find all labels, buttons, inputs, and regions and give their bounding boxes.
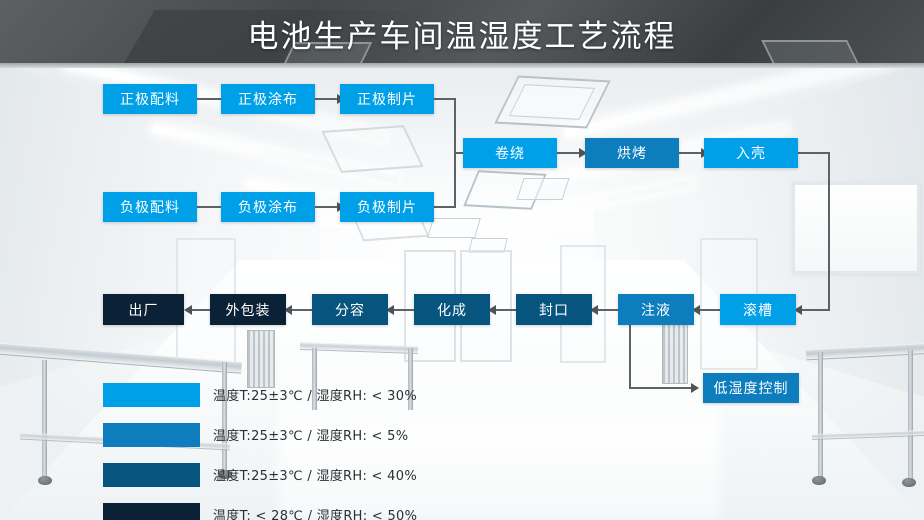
page-title: 电池生产车间温湿度工艺流程 (247, 19, 677, 55)
legend-swatch-dark-blue (103, 463, 200, 487)
title-bar: 电池生产车间温湿度工艺流程 (0, 0, 924, 68)
legend-label: 温度T:25±3℃ / 湿度RH: < 40% (213, 469, 417, 484)
node-electrolyte-filling[interactable]: 注液 (618, 294, 694, 325)
legend-label: 温度T:25±3℃ / 湿度RH: < 30% (213, 389, 417, 404)
node-outer-packaging[interactable]: 外包装 (210, 294, 286, 325)
node-cathode-sheeting[interactable]: 正极制片 (340, 84, 434, 114)
node-casing[interactable]: 入壳 (704, 138, 798, 168)
legend-swatch-navy (103, 503, 200, 520)
node-cathode-batching[interactable]: 正极配料 (103, 84, 197, 114)
node-grading[interactable]: 分容 (312, 294, 388, 325)
node-formation[interactable]: 化成 (414, 294, 490, 325)
node-anode-coating[interactable]: 负极涂布 (221, 192, 315, 222)
legend-label: 温度T: < 28℃ / 湿度RH: < 50% (213, 509, 418, 520)
node-sealing[interactable]: 封口 (516, 294, 592, 325)
node-winding[interactable]: 卷绕 (463, 138, 557, 168)
node-grooving[interactable]: 滚槽 (720, 294, 796, 325)
legend-swatch-bright-blue (103, 383, 200, 407)
node-cathode-coating[interactable]: 正极涂布 (221, 84, 315, 114)
node-anode-sheeting[interactable]: 负极制片 (340, 192, 434, 222)
node-shipment[interactable]: 出厂 (103, 294, 184, 325)
node-low-humidity-control[interactable]: 低湿度控制 (703, 373, 799, 403)
node-anode-batching[interactable]: 负极配料 (103, 192, 197, 222)
node-baking[interactable]: 烘烤 (585, 138, 679, 168)
legend-label: 温度T:25±3℃ / 湿度RH: < 5% (213, 429, 409, 444)
legend-swatch-medium-blue (103, 423, 200, 447)
